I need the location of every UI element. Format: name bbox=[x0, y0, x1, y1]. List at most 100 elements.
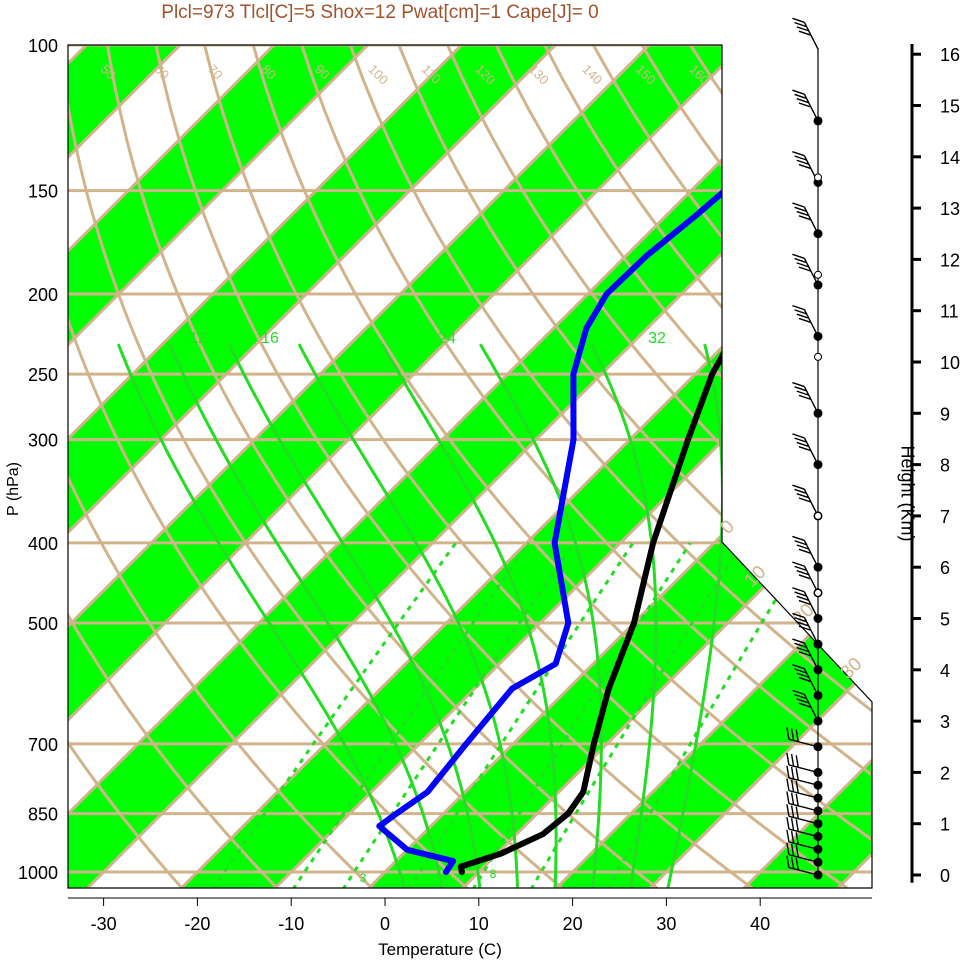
wind-barb-feather bbox=[792, 89, 805, 95]
height-tick-label: 0 bbox=[940, 866, 950, 886]
mixing-ratio-line bbox=[471, 542, 692, 888]
wind-barb-feather bbox=[790, 818, 795, 831]
wind-barb-feather bbox=[795, 857, 799, 871]
wind-barb-feather bbox=[790, 754, 795, 767]
wind-barb-feather bbox=[792, 253, 805, 259]
wind-barb-feather bbox=[798, 676, 812, 683]
wind-barb-feather bbox=[786, 816, 790, 830]
height-tick-label: 4 bbox=[940, 661, 950, 681]
isotherm-band bbox=[68, 45, 739, 888]
wind-barb-feather bbox=[792, 689, 805, 696]
wind-barb-feather bbox=[796, 313, 809, 319]
wind-barb-feather bbox=[794, 206, 807, 212]
wind-barb-feather bbox=[796, 570, 809, 576]
wind-barb-feather bbox=[792, 433, 805, 439]
wind-barb-feather bbox=[790, 805, 795, 818]
wind-barb-feather bbox=[786, 804, 790, 817]
mixing-ratio-line bbox=[291, 542, 530, 888]
wind-barb-staff bbox=[803, 257, 819, 286]
wind-barb-feather bbox=[798, 497, 812, 503]
dry-adiabat bbox=[91, 45, 682, 888]
dry-adiabat bbox=[805, 45, 872, 888]
wind-barb-feather bbox=[798, 446, 812, 452]
wind-barb-feather bbox=[795, 755, 799, 768]
wind-barb-feather bbox=[794, 540, 807, 546]
height-tick-label: 6 bbox=[940, 558, 950, 578]
wind-barb-feather bbox=[795, 780, 799, 794]
wind-barb-feather bbox=[794, 591, 807, 597]
wind-barb-feather bbox=[790, 843, 795, 857]
wind-barb-feather bbox=[796, 621, 809, 627]
wind-barb-staff bbox=[788, 815, 819, 825]
isotherm-line bbox=[443, 45, 872, 888]
wind-barb-feather bbox=[786, 829, 790, 843]
isotherm-band bbox=[914, 0, 961, 906]
wind-barb-feather bbox=[798, 625, 812, 631]
dry-adiabat bbox=[427, 45, 872, 888]
wind-barb-feather bbox=[798, 599, 812, 606]
wind-barb-staff bbox=[788, 764, 819, 774]
pressure-tick-label: 700 bbox=[28, 735, 58, 755]
isotherm-line bbox=[349, 45, 872, 888]
mixing-ratio-line bbox=[529, 542, 744, 888]
wind-barb-feather bbox=[798, 548, 812, 554]
temperature-tick-label: 0 bbox=[380, 914, 390, 934]
wind-barb-feather bbox=[786, 842, 790, 855]
pressure-tick-label: 1000 bbox=[18, 863, 58, 883]
wind-barb-feather bbox=[798, 30, 812, 36]
wind-barb-staff bbox=[803, 22, 819, 50]
wind-barb-staff bbox=[803, 617, 819, 645]
wind-barb-staff bbox=[803, 437, 819, 465]
height-tick-label: 11 bbox=[940, 302, 959, 322]
wind-barb-staff bbox=[788, 789, 819, 799]
mixing-ratio-label: 8 bbox=[490, 867, 497, 881]
isotherm-line bbox=[537, 45, 872, 888]
pressure-tick-label: 500 bbox=[28, 614, 58, 634]
mixing-ratio-line bbox=[211, 542, 458, 888]
wind-barb-feather bbox=[796, 390, 809, 396]
wind-barb-feather bbox=[786, 791, 790, 804]
height-tick-label: 3 bbox=[940, 712, 950, 732]
wind-barb-feather bbox=[794, 257, 807, 264]
isotherm-line bbox=[68, 45, 740, 888]
dry-adiabat bbox=[259, 45, 872, 888]
wind-barb-feather bbox=[798, 394, 812, 401]
temperature-tick-label: 20 bbox=[563, 914, 583, 934]
wind-barb-feather bbox=[794, 309, 807, 315]
isotherm-band bbox=[68, 45, 872, 888]
height-tick-label: 1 bbox=[940, 815, 950, 835]
wind-barb-feather bbox=[795, 806, 799, 819]
dry-adiabat-label: 70 bbox=[205, 62, 226, 83]
height-tick-label: 8 bbox=[940, 456, 950, 476]
wind-barb-feather bbox=[796, 26, 809, 32]
height-tick-label: 14 bbox=[940, 148, 960, 168]
wind-barb-staff bbox=[788, 828, 819, 838]
wind-barb-feather bbox=[798, 102, 812, 108]
moist-adiabat bbox=[380, 343, 558, 888]
moist-adiabat-label: 12 bbox=[189, 330, 207, 347]
isotherm-label-right: 20 bbox=[789, 600, 819, 630]
wind-barb-feather bbox=[794, 21, 807, 28]
isotherm-band bbox=[68, 45, 552, 888]
dry-adiabat bbox=[68, 45, 489, 888]
moist-adiabat bbox=[116, 343, 407, 888]
wind-level-open-dot bbox=[814, 352, 822, 361]
wind-barb-feather bbox=[795, 845, 799, 858]
wind-barb-feather bbox=[792, 561, 805, 567]
wind-barb-feather bbox=[795, 768, 799, 781]
wind-barb-feather bbox=[786, 778, 790, 791]
mixing-ratio-line bbox=[341, 542, 575, 888]
wind-barb-feather bbox=[795, 729, 799, 742]
wind-barb-feather bbox=[798, 163, 812, 170]
wind-barb-feather bbox=[798, 215, 812, 221]
pressure-tick-label: 400 bbox=[28, 534, 58, 554]
wind-barb-feather bbox=[794, 437, 807, 443]
wind-barb-feather bbox=[796, 698, 809, 704]
wind-barb-staff bbox=[803, 694, 819, 722]
mixing-ratio-label: 3 bbox=[360, 871, 367, 885]
isotherm-line bbox=[68, 45, 834, 888]
wind-barb-feather bbox=[790, 779, 795, 792]
isotherm-line bbox=[68, 45, 647, 888]
moist-adiabat-label: 32 bbox=[648, 330, 666, 347]
